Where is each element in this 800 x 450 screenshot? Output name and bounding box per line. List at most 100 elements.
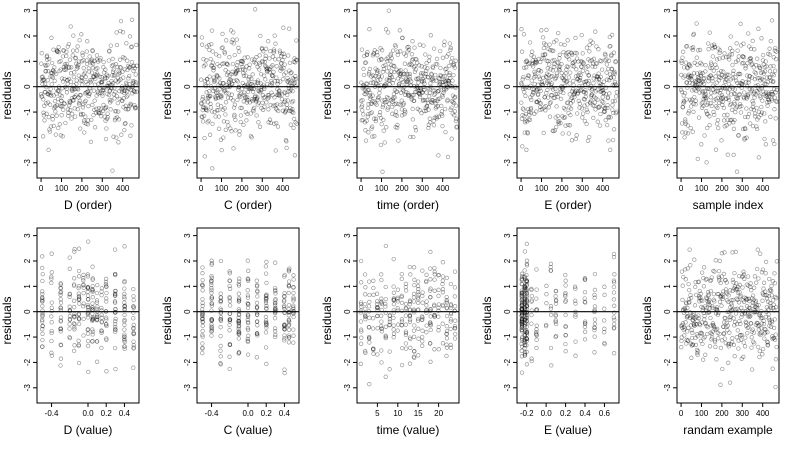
data-point — [121, 90, 127, 95]
data-point — [418, 87, 424, 92]
data-point — [703, 308, 709, 313]
data-point — [218, 308, 224, 313]
data-point — [519, 324, 525, 329]
data-point — [545, 87, 550, 93]
data-point — [392, 95, 397, 100]
data-point — [281, 72, 287, 77]
data-point — [680, 297, 685, 303]
data-point — [64, 53, 69, 59]
data-point — [280, 102, 285, 107]
data-point — [245, 55, 250, 60]
data-point — [519, 311, 525, 316]
data-point — [678, 323, 684, 329]
data-point — [236, 321, 242, 326]
data-point — [414, 76, 419, 82]
data-point — [243, 95, 248, 100]
data-point — [760, 58, 766, 63]
data-point — [722, 113, 727, 118]
data-point — [58, 343, 64, 348]
data-point — [708, 288, 714, 294]
data-point — [760, 98, 765, 103]
data-point — [427, 288, 433, 293]
data-point — [212, 78, 218, 84]
y-tick-label: 0 — [343, 84, 352, 89]
data-point — [437, 81, 443, 87]
data-point — [765, 330, 770, 335]
data-point — [268, 48, 273, 54]
y-tick-label: -1 — [183, 333, 192, 341]
data-point — [115, 115, 120, 120]
data-point — [696, 86, 701, 92]
data-point — [721, 324, 726, 329]
data-point — [49, 93, 54, 98]
data-point — [521, 32, 527, 37]
data-point — [54, 91, 59, 96]
data-point — [423, 71, 428, 76]
data-point — [440, 287, 446, 292]
data-point — [562, 77, 567, 83]
data-point — [519, 324, 525, 329]
data-point — [709, 90, 714, 95]
data-point — [109, 78, 114, 84]
data-point — [40, 323, 45, 328]
data-point — [232, 114, 237, 119]
data-point — [242, 68, 248, 73]
data-point — [209, 290, 214, 295]
data-point — [402, 61, 408, 66]
data-point — [262, 63, 268, 69]
data-point — [524, 306, 529, 312]
data-point — [220, 31, 225, 37]
data-point — [246, 320, 251, 326]
data-point — [767, 276, 772, 282]
data-point — [273, 297, 278, 302]
data-point — [439, 103, 444, 109]
data-point — [383, 243, 389, 249]
data-point — [68, 99, 73, 105]
data-point — [740, 81, 745, 87]
data-point — [382, 82, 388, 87]
data-point — [395, 49, 400, 54]
data-point — [365, 81, 370, 86]
data-point — [592, 334, 597, 339]
data-point — [596, 47, 601, 52]
data-point — [719, 96, 724, 101]
data-point — [78, 126, 83, 131]
data-point — [744, 297, 749, 302]
data-point — [754, 88, 759, 94]
data-point — [680, 130, 685, 135]
data-point — [699, 331, 704, 336]
x-tick-label: 200 — [715, 409, 729, 418]
data-point — [113, 271, 118, 277]
data-point — [560, 114, 565, 119]
data-point — [132, 79, 137, 84]
data-point — [104, 284, 109, 290]
data-point — [101, 65, 106, 70]
data-point — [733, 75, 738, 80]
data-point — [747, 313, 752, 318]
data-point — [273, 300, 278, 306]
y-tick-label: 1 — [183, 284, 192, 289]
data-point — [113, 327, 118, 332]
data-point — [436, 308, 441, 313]
data-point — [522, 314, 527, 320]
data-point — [209, 273, 214, 279]
data-point — [366, 304, 372, 309]
data-point — [706, 292, 711, 297]
data-point — [103, 118, 108, 123]
data-point — [40, 311, 45, 316]
data-point — [286, 317, 292, 322]
data-point — [443, 67, 448, 72]
data-point — [521, 74, 526, 80]
data-point — [543, 52, 548, 57]
data-point — [100, 108, 106, 114]
data-point — [84, 61, 90, 67]
data-point — [68, 71, 74, 76]
data-point — [246, 313, 251, 318]
data-point — [587, 85, 592, 91]
data-point — [94, 106, 99, 111]
data-point — [570, 86, 576, 92]
data-point — [710, 322, 716, 328]
data-point — [271, 47, 277, 52]
y-tick-label: -1 — [23, 333, 32, 341]
data-point — [85, 305, 90, 310]
